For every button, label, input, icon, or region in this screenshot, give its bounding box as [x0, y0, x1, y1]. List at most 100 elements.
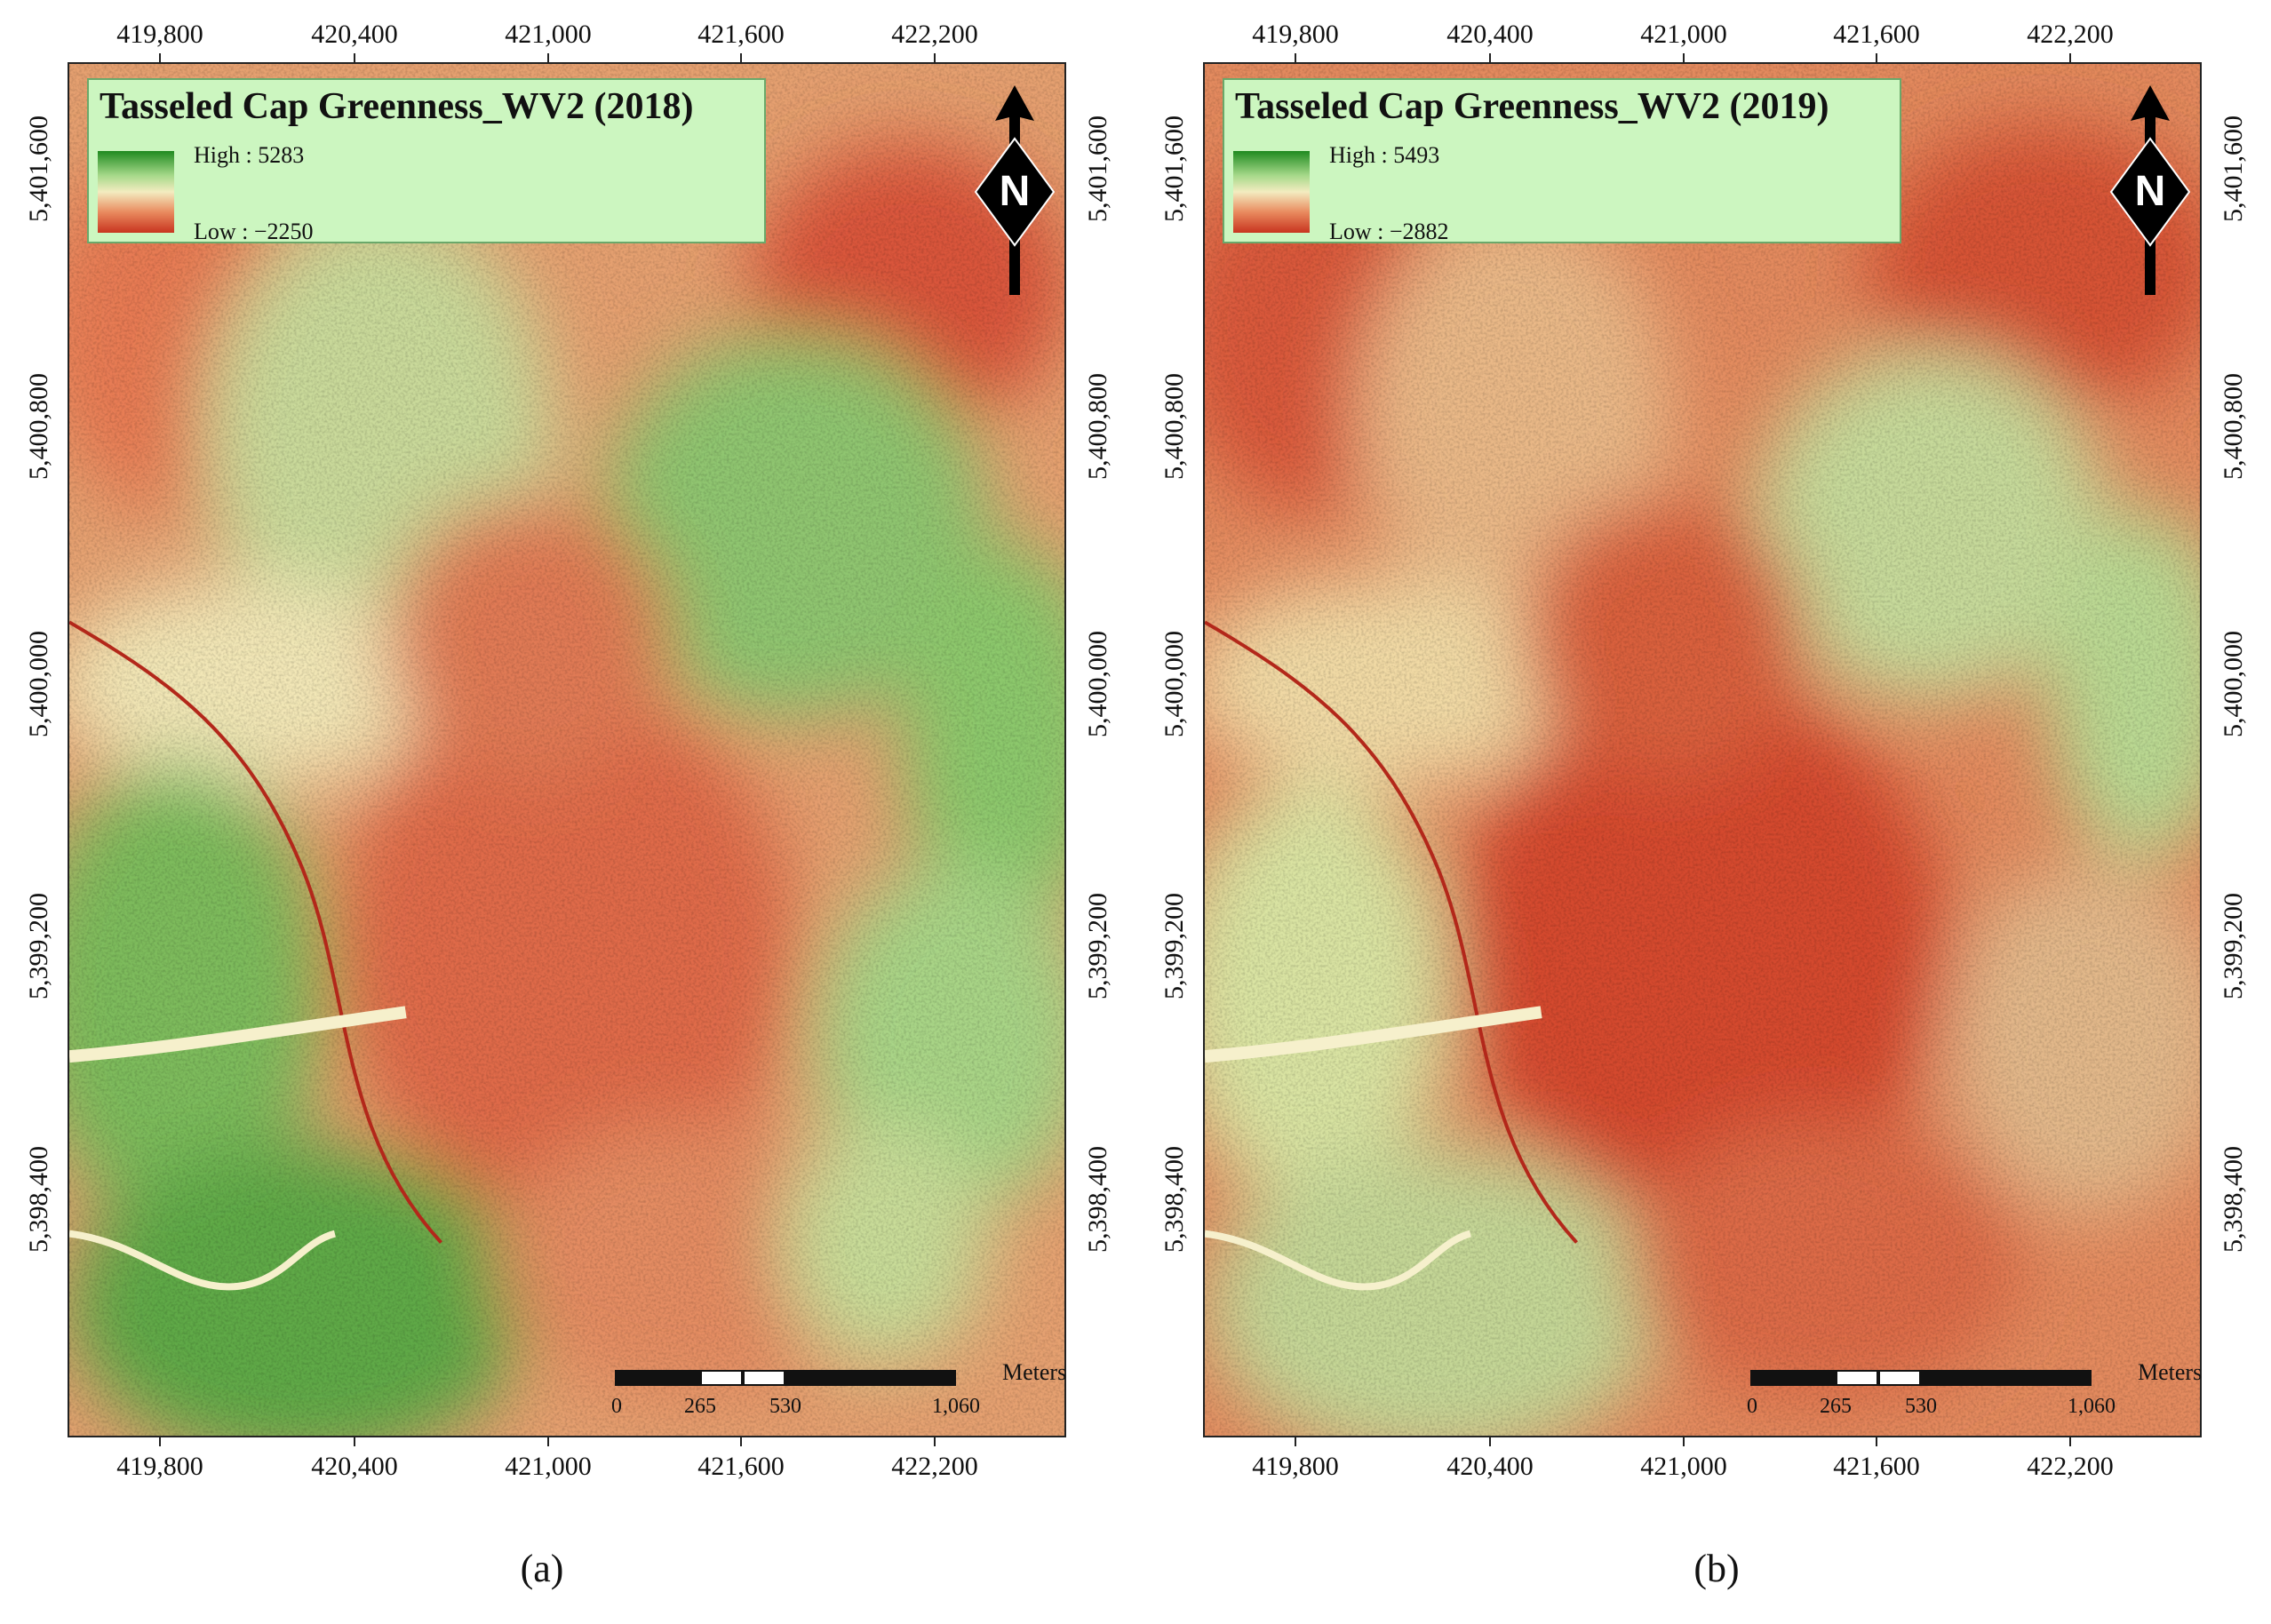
panel-caption: (a) [520, 1547, 564, 1590]
tick-mark [1295, 1437, 1296, 1446]
y-tick-label-left: 5,400,800 [24, 373, 53, 480]
north-letter: N [2135, 168, 2166, 215]
y-tick-label-left: 5,400,800 [1159, 373, 1189, 480]
scale-label: 530 [1905, 1395, 1937, 1418]
map-image [1203, 62, 2202, 1437]
scale-label: 1,060 [2068, 1395, 2116, 1418]
x-tick-label-top: 419,800 [116, 20, 203, 49]
x-tick-label-top: 421,600 [697, 20, 785, 49]
scale-segment [700, 1370, 743, 1386]
y-tick-label-right: 5,398,400 [1083, 1146, 1112, 1253]
x-tick-label-bottom: 421,600 [1833, 1452, 1920, 1481]
legend-title: Tasseled Cap Greenness_WV2 (2019) [1235, 86, 1829, 127]
y-tick-label-left: 5,398,400 [24, 1146, 53, 1253]
panel-caption: (b) [1693, 1547, 1740, 1590]
scale-segment [1750, 1370, 1836, 1386]
scale-segment [785, 1370, 956, 1386]
x-tick-label-bottom: 421,000 [505, 1452, 592, 1481]
x-tick-label-bottom: 422,200 [2027, 1452, 2114, 1481]
y-tick-label-right: 5,399,200 [2219, 893, 2248, 999]
legend-high-label: High : 5493 [1329, 142, 1440, 168]
y-tick-label-left: 5,400,000 [24, 631, 53, 737]
scale-bar: 0 265 530 1,060 Meters [611, 1357, 1066, 1429]
north-arrow-icon: N [2109, 85, 2191, 295]
x-tick-label-top: 419,800 [1252, 20, 1339, 49]
scale-label: 530 [769, 1395, 801, 1418]
scale-label: 265 [684, 1395, 716, 1418]
tick-mark [1489, 1437, 1491, 1446]
y-tick-label-right: 5,398,400 [2219, 1146, 2248, 1253]
x-tick-label-bottom: 420,400 [311, 1452, 398, 1481]
y-tick-label-right: 5,400,800 [1083, 373, 1112, 480]
x-tick-label-bottom: 419,800 [1252, 1452, 1339, 1481]
tick-mark [1295, 53, 1296, 62]
x-tick-label-bottom: 421,600 [697, 1452, 785, 1481]
y-tick-label-right: 5,401,600 [2219, 115, 2248, 222]
tick-mark [1876, 53, 1877, 62]
scale-bar: 0 265 530 1,060 Meters [1747, 1357, 2202, 1429]
tick-mark [547, 53, 549, 62]
map-image [68, 62, 1066, 1437]
north-letter: N [1000, 168, 1031, 215]
tick-mark [1876, 1437, 1877, 1446]
tick-mark [354, 1437, 355, 1446]
x-tick-label-bottom: 419,800 [116, 1452, 203, 1481]
y-tick-label-left: 5,401,600 [1159, 115, 1189, 222]
tick-mark [934, 1437, 936, 1446]
y-tick-label-right: 5,400,000 [2219, 631, 2248, 737]
y-tick-label-right: 5,400,800 [2219, 373, 2248, 480]
y-tick-label-left: 5,399,200 [1159, 893, 1189, 999]
x-tick-label-top: 420,400 [1446, 20, 1534, 49]
y-tick-label-right: 5,400,000 [1083, 631, 1112, 737]
x-tick-label-top: 420,400 [311, 20, 398, 49]
greenness-raster [1205, 64, 2200, 1436]
legend-low-label: Low : −2882 [1329, 219, 1449, 244]
tick-mark [740, 1437, 742, 1446]
tick-mark [1489, 53, 1491, 62]
north-arrow-icon: N [974, 85, 1056, 295]
legend: Tasseled Cap Greenness_WV2 (2019) High :… [1223, 78, 1901, 244]
legend: Tasseled Cap Greenness_WV2 (2018) High :… [87, 78, 766, 244]
x-tick-label-bottom: 421,000 [1640, 1452, 1727, 1481]
tick-mark [159, 53, 161, 62]
legend-title: Tasseled Cap Greenness_WV2 (2018) [100, 86, 694, 127]
x-tick-label-top: 421,000 [1640, 20, 1727, 49]
x-tick-label-top: 421,600 [1833, 20, 1920, 49]
scale-segment [615, 1370, 700, 1386]
x-tick-label-top: 422,200 [2027, 20, 2114, 49]
scale-label: 265 [1820, 1395, 1852, 1418]
tick-mark [2069, 53, 2071, 62]
tick-mark [159, 1437, 161, 1446]
tick-mark [740, 53, 742, 62]
tick-mark [2069, 1437, 2071, 1446]
y-tick-label-left: 5,398,400 [1159, 1146, 1189, 1253]
scale-segment [1836, 1370, 1878, 1386]
legend-low-label: Low : −2250 [194, 219, 314, 244]
scale-label: 1,060 [932, 1395, 980, 1418]
tick-mark [1683, 53, 1685, 62]
map-panel-b: 419,800 420,400 421,000 421,600 422,200 … [1136, 0, 2271, 1624]
scale-segment [1878, 1370, 1921, 1386]
scale-segment [1921, 1370, 2092, 1386]
scale-label: 0 [611, 1395, 622, 1418]
greenness-raster [69, 64, 1064, 1436]
legend-high-label: High : 5283 [194, 142, 305, 168]
legend-color-ramp [98, 151, 174, 233]
y-tick-label-left: 5,401,600 [24, 115, 53, 222]
y-tick-label-right: 5,399,200 [1083, 893, 1112, 999]
scale-unit: Meters [1002, 1359, 1067, 1385]
x-tick-label-bottom: 420,400 [1446, 1452, 1534, 1481]
tick-mark [547, 1437, 549, 1446]
legend-color-ramp [1233, 151, 1310, 233]
tick-mark [1683, 1437, 1685, 1446]
scale-unit: Meters [2138, 1359, 2203, 1385]
x-tick-label-bottom: 422,200 [891, 1452, 978, 1481]
scale-label: 0 [1747, 1395, 1757, 1418]
scale-segment [743, 1370, 785, 1386]
y-tick-label-left: 5,399,200 [24, 893, 53, 999]
x-tick-label-top: 421,000 [505, 20, 592, 49]
map-panel-a: 419,800 420,400 421,000 421,600 422,200 … [24, 20, 1112, 1590]
tick-mark [934, 53, 936, 62]
y-tick-label-right: 5,401,600 [1083, 115, 1112, 222]
tick-mark [354, 53, 355, 62]
